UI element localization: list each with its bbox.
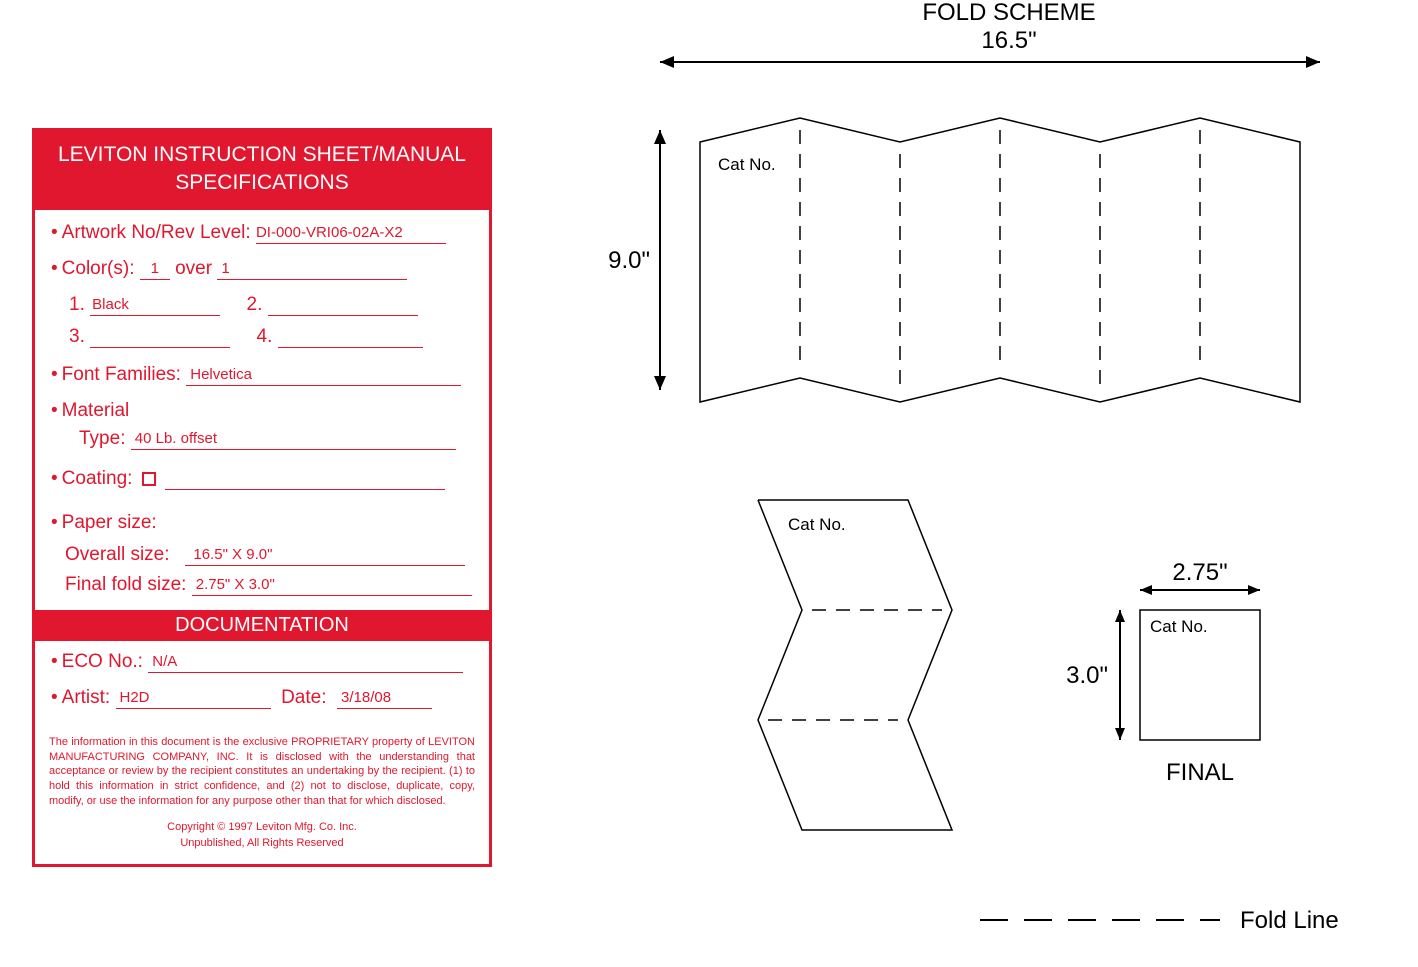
overall-row: Overall size: 16.5" X 9.0" bbox=[65, 544, 473, 566]
svg-text:Cat No.: Cat No. bbox=[1150, 617, 1208, 636]
svg-text:FINAL: FINAL bbox=[1166, 759, 1234, 786]
coating-value bbox=[165, 487, 445, 490]
colors-row: •Color(s): 1 over 1 bbox=[51, 258, 473, 280]
c3-label: 3. bbox=[69, 326, 85, 347]
type-row: Type: 40 Lb. offset bbox=[79, 428, 473, 450]
spec-body: •Artwork No/Rev Level: DI-000-VRI06-02A-… bbox=[35, 210, 489, 610]
c4-label: 4. bbox=[257, 326, 273, 347]
c3-value bbox=[90, 345, 230, 348]
coating-row: •Coating: bbox=[51, 468, 473, 490]
spec-title-l1: LEVITON INSTRUCTION SHEET/MANUAL bbox=[58, 143, 466, 166]
eco-row: •ECO No.: N/A bbox=[51, 651, 473, 673]
colors-label: Color(s): bbox=[62, 258, 135, 279]
rights: Unpublished, All Rights Reserved bbox=[180, 837, 343, 849]
font-row: •Font Families: Helvetica bbox=[51, 364, 473, 386]
svg-text:3.0": 3.0" bbox=[1066, 662, 1108, 689]
coating-label: Coating: bbox=[62, 468, 133, 489]
legal-text: The information in this document is the … bbox=[35, 725, 489, 813]
font-value: Helvetica bbox=[186, 366, 461, 386]
c2-value bbox=[268, 313, 418, 316]
svg-text:2.75": 2.75" bbox=[1172, 559, 1227, 586]
svg-text:FOLD SCHEME: FOLD SCHEME bbox=[922, 0, 1095, 26]
artist-row: •Artist: H2D Date: 3/18/08 bbox=[51, 687, 473, 709]
color-3-4: 3. 4. bbox=[69, 326, 473, 348]
svg-text:9.0": 9.0" bbox=[608, 247, 650, 274]
doc-header: DOCUMENTATION bbox=[35, 610, 489, 641]
material-label: Material bbox=[62, 400, 130, 421]
spec-header: LEVITON INSTRUCTION SHEET/MANUAL SPECIFI… bbox=[35, 131, 489, 210]
c4-value bbox=[278, 345, 423, 348]
svg-text:Cat No.: Cat No. bbox=[788, 515, 846, 534]
overall-label: Overall size: bbox=[65, 544, 170, 565]
color-1-2: 1. Black 2. bbox=[69, 294, 473, 316]
artwork-label: Artwork No/Rev Level: bbox=[62, 222, 251, 243]
svg-text:Fold Line: Fold Line bbox=[1240, 907, 1339, 934]
eco-label: ECO No.: bbox=[62, 651, 143, 672]
eco-value: N/A bbox=[148, 653, 463, 673]
artist-value: H2D bbox=[116, 689, 271, 709]
final-label: Final fold size: bbox=[65, 574, 186, 595]
colors-a: 1 bbox=[140, 260, 170, 280]
type-value: 40 Lb. offset bbox=[131, 430, 456, 450]
spec-card: LEVITON INSTRUCTION SHEET/MANUAL SPECIFI… bbox=[32, 128, 492, 867]
colors-b: 1 bbox=[217, 260, 407, 280]
coating-checkbox bbox=[142, 472, 156, 486]
c2-label: 2. bbox=[247, 294, 263, 315]
artist-label: Artist: bbox=[62, 687, 111, 708]
spec-title-l2: SPECIFICATIONS bbox=[175, 171, 348, 194]
artwork-row: •Artwork No/Rev Level: DI-000-VRI06-02A-… bbox=[51, 222, 473, 244]
doc-header-text: DOCUMENTATION bbox=[175, 614, 349, 636]
material-row: •Material bbox=[51, 400, 473, 422]
c1-label: 1. bbox=[69, 294, 85, 315]
date-value: 3/18/08 bbox=[337, 689, 432, 709]
c1-value: Black bbox=[90, 296, 220, 316]
date-label: Date: bbox=[281, 687, 326, 708]
doc-body: •ECO No.: N/A •Artist: H2D Date: 3/18/08 bbox=[35, 641, 489, 725]
colors-over: over bbox=[175, 258, 212, 279]
fold-diagram: FOLD SCHEME16.5" Cat No. 9.0" Cat No. Cat No… bbox=[600, 0, 1418, 967]
overall-value: 16.5" X 9.0" bbox=[185, 546, 465, 566]
paper-row: •Paper size: bbox=[51, 512, 473, 534]
artwork-value: DI-000-VRI06-02A-X2 bbox=[256, 224, 446, 244]
font-label: Font Families: bbox=[62, 364, 181, 385]
finalfold-row: Final fold size: 2.75" X 3.0" bbox=[65, 574, 473, 596]
svg-text:Cat No.: Cat No. bbox=[718, 155, 776, 174]
paper-label: Paper size: bbox=[62, 512, 157, 533]
copyright: Copyright © 1997 Leviton Mfg. Co. Inc. bbox=[167, 821, 357, 833]
final-value: 2.75" X 3.0" bbox=[192, 576, 472, 596]
type-label: Type: bbox=[79, 428, 125, 449]
legal-center: Copyright © 1997 Leviton Mfg. Co. Inc. U… bbox=[35, 813, 489, 864]
svg-text:16.5": 16.5" bbox=[981, 27, 1036, 54]
